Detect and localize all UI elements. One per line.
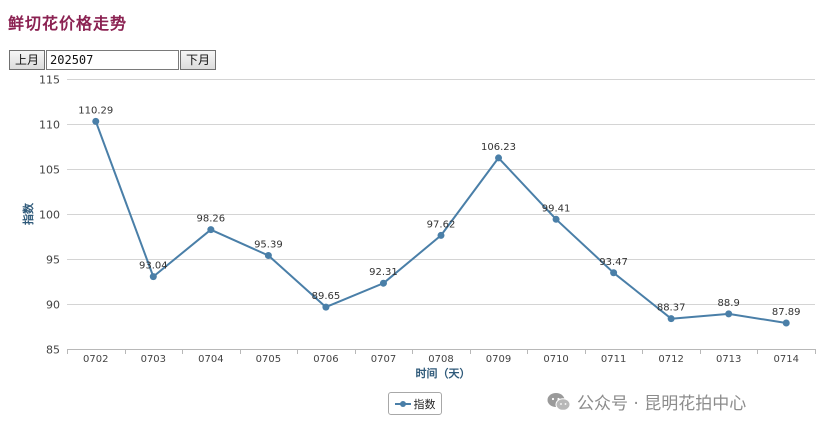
month-navigator: 上月 下月 [9,50,217,70]
x-tick-label: 0713 [716,354,741,365]
x-tick-label: 0711 [601,354,626,365]
data-label: 110.29 [78,105,113,116]
watermark-text: 公众号 · 昆明花拍中心 [577,394,747,414]
y-tick-label: 90 [46,299,60,312]
x-tick-label: 0708 [428,354,453,365]
data-point [207,226,215,234]
data-label: 95.39 [254,239,283,250]
data-point [379,279,387,287]
data-label: 98.26 [197,214,226,225]
watermark: 公众号 · 昆明花拍中心 [547,389,746,414]
data-point [610,269,618,277]
legend-series-marker [394,399,411,409]
next-month-button[interactable]: 下月 [180,50,217,70]
x-tick-label: 0714 [774,354,799,365]
data-point [92,117,100,125]
y-tick-label: 85 [46,344,60,357]
x-tick-label: 0710 [543,354,568,365]
x-tick-label: 0703 [141,354,166,365]
data-point [667,315,675,323]
data-point [322,303,330,311]
x-tick-label: 0706 [313,354,338,365]
data-label: 99.41 [542,203,571,214]
data-point [149,273,157,281]
data-point [437,231,445,239]
x-tick-label: 0712 [658,354,683,365]
data-point [782,319,790,327]
data-label: 88.37 [657,303,686,314]
data-label: 92.31 [369,267,398,278]
x-tick-label: 0707 [371,354,396,365]
data-label: 89.65 [312,291,341,302]
y-tick-label: 105 [39,164,60,177]
data-label: 88.9 [718,298,740,309]
data-point [495,154,503,162]
y-axis-title: 指数 [21,202,35,225]
y-tick-label: 115 [39,74,60,87]
y-tick-label: 95 [46,254,60,267]
x-tick-label: 0709 [486,354,511,365]
data-label: 106.23 [481,142,516,153]
data-point [264,251,272,259]
x-tick-label: 0705 [256,354,281,365]
y-tick-label: 100 [39,209,60,222]
data-label: 97.62 [427,219,456,230]
data-label: 93.47 [599,257,628,268]
chart-legend[interactable]: 指数 [388,392,442,415]
x-tick-label: 0702 [83,354,108,365]
x-axis-title: 时间（天） [416,366,471,380]
month-input[interactable] [46,50,180,70]
wechat-icon [547,392,571,411]
prev-month-button[interactable]: 上月 [9,50,46,70]
page-title: 鲜切花价格走势 [8,14,128,33]
data-label: 93.04 [139,261,168,272]
legend-series-label: 指数 [413,397,436,411]
y-tick-label: 110 [39,119,60,132]
x-tick-label: 0704 [198,354,223,365]
data-point [725,310,733,318]
data-label: 87.89 [772,307,801,318]
data-point [552,215,560,223]
